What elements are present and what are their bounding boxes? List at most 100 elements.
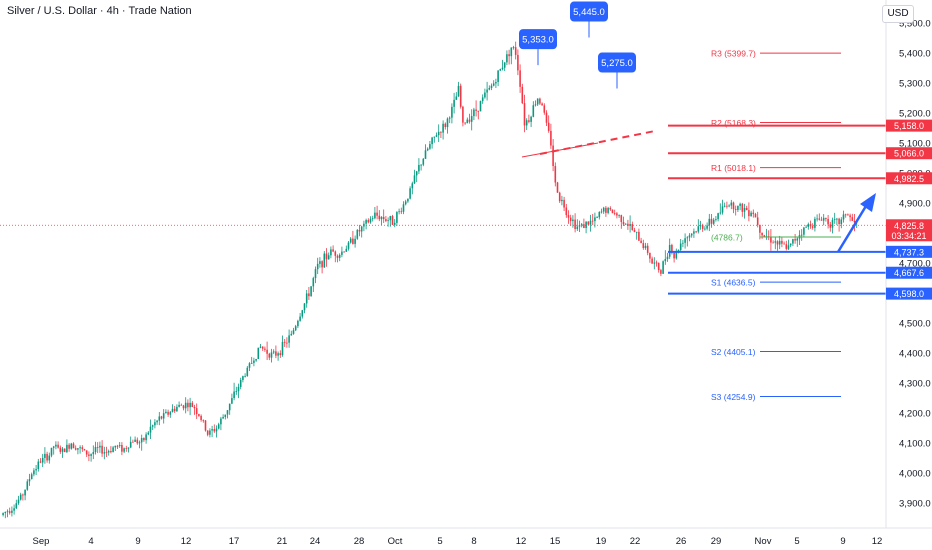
currency-button[interactable]: USD (882, 5, 914, 23)
candle-body (149, 426, 152, 433)
x-tick-label: 22 (630, 536, 641, 547)
candle-body (510, 47, 513, 57)
candle-body (719, 212, 722, 214)
y-tick-label: 5,100.0 (899, 139, 931, 150)
price-tag-box (886, 119, 932, 132)
candle-body (347, 242, 350, 249)
candle-body (162, 413, 165, 419)
candle-body (492, 83, 495, 86)
candle-body (561, 199, 563, 202)
candle-body (272, 351, 275, 353)
bullish-arrow (836, 193, 876, 253)
candle-body (519, 70, 521, 87)
candle-body (319, 261, 321, 264)
candle-body (290, 333, 293, 336)
candle-body (266, 349, 268, 354)
arrow-shaft (836, 205, 868, 253)
candle-body (534, 104, 537, 106)
candle-body (741, 203, 744, 212)
candle-body (693, 231, 695, 234)
candle-body (396, 212, 398, 223)
support-resistance-levels (668, 124, 886, 295)
candle-body (228, 403, 231, 411)
candle-body (270, 352, 273, 358)
candle-body (389, 216, 392, 221)
candle-body (165, 411, 167, 414)
candle-body (594, 217, 596, 222)
candle-body (156, 420, 158, 423)
candle-body (118, 444, 121, 446)
pivot-label: R1 (5018.1) (711, 163, 756, 173)
candle-body (838, 218, 840, 225)
x-tick-label: 12 (181, 536, 192, 547)
candle-body (635, 231, 638, 233)
candle-body (695, 231, 697, 233)
candle-body (193, 406, 196, 409)
candle-body (781, 240, 783, 244)
pivot-label: S2 (4405.1) (711, 347, 756, 357)
candle-body (748, 210, 750, 217)
candle-body (616, 213, 618, 216)
candle-body (640, 240, 642, 244)
candle-body (514, 47, 517, 55)
candle-body (407, 198, 409, 202)
candle-body (105, 452, 108, 454)
candle-body (17, 499, 20, 504)
candle-body (237, 386, 240, 392)
candle-body (209, 430, 211, 435)
candle-body (426, 148, 429, 151)
candle-body (323, 253, 326, 268)
candle-body (63, 448, 66, 453)
candle-body (778, 240, 781, 245)
candle-body (569, 217, 572, 222)
price-tag-label: 4,982.5 (894, 174, 924, 184)
x-tick-label: 19 (596, 536, 607, 547)
candle-body (336, 255, 339, 258)
candle-body (92, 452, 95, 455)
candle-body (679, 243, 682, 250)
candle-body (836, 218, 838, 220)
price-tag-label: 4,825.8 (894, 221, 924, 231)
candle-body (816, 218, 818, 220)
candle-body (312, 278, 315, 287)
candle-body (112, 447, 114, 453)
x-tick-label: 24 (310, 536, 321, 547)
candle-body (624, 223, 627, 225)
candle-body (721, 206, 724, 213)
candle-body (358, 229, 361, 232)
candle-body (726, 205, 728, 207)
candle-body (404, 201, 407, 205)
candle-body (525, 120, 528, 126)
candle-body (79, 447, 81, 449)
candle-body (706, 225, 708, 229)
candle-body (334, 251, 337, 256)
candle-body (580, 224, 583, 226)
candle-body (343, 251, 345, 253)
candle-body (756, 217, 759, 225)
candle-body (622, 222, 625, 225)
candle-body (737, 205, 739, 210)
candle-body (279, 353, 282, 356)
candle-body (789, 243, 792, 246)
candle-body (173, 408, 176, 412)
candle-body (37, 461, 40, 470)
candle-body (125, 448, 128, 450)
candle-body (310, 286, 312, 297)
candle-body (374, 212, 376, 219)
candle-body (338, 254, 341, 258)
candle-body (701, 225, 704, 229)
x-tick-label: 9 (840, 536, 845, 547)
candle-body (68, 444, 70, 449)
candle-body (85, 450, 88, 455)
candle-body (88, 454, 90, 456)
price-tag-label: 5,158.0 (894, 121, 924, 131)
candle-body (189, 402, 191, 408)
candle-body (552, 145, 554, 166)
x-tick-label: 29 (711, 536, 722, 547)
candle-body (470, 116, 473, 122)
candle-body (378, 215, 381, 220)
candle-body (662, 261, 664, 274)
candle-body (261, 346, 264, 349)
candle-body (418, 164, 420, 172)
